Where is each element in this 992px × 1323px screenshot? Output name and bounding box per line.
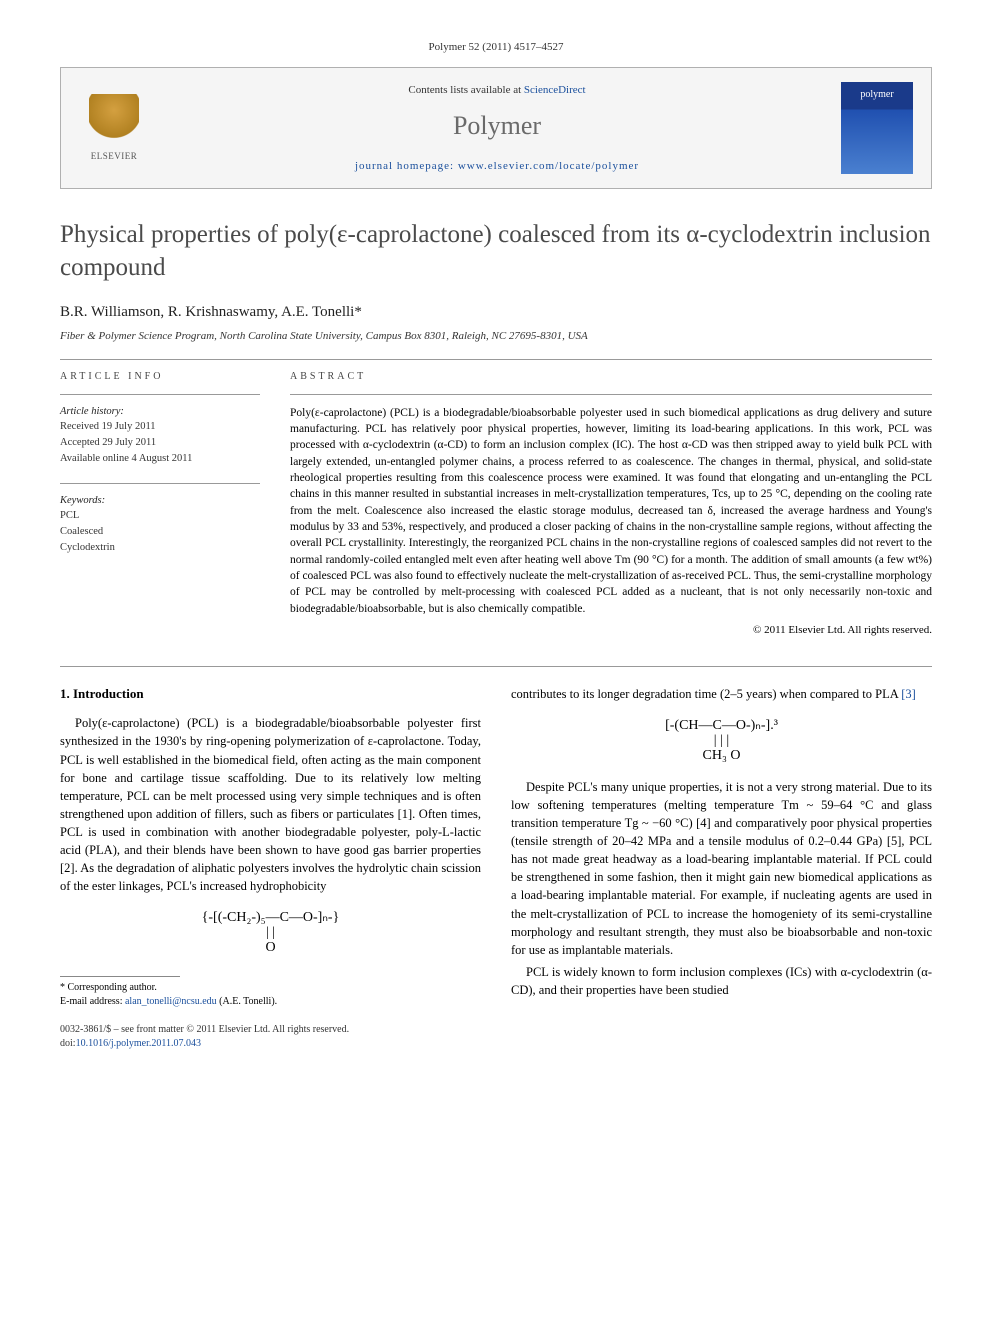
divider [60, 394, 260, 395]
elsevier-label: ELSEVIER [91, 150, 138, 163]
formula-line: O [60, 940, 481, 955]
citation-line: Polymer 52 (2011) 4517–4527 [60, 40, 932, 55]
chemical-formula-pcl: {-[(-CH₂-)₅—C—O-]ₙ-} | | O [60, 910, 481, 956]
contents-prefix: Contents lists available at [408, 84, 523, 96]
body-paragraph: Poly(ε-caprolactone) (PCL) is a biodegra… [60, 714, 481, 895]
journal-name: Polymer [165, 108, 829, 144]
online-date: Available online 4 August 2011 [60, 451, 260, 467]
affiliation: Fiber & Polymer Science Program, North C… [60, 329, 932, 344]
elsevier-logo[interactable]: ELSEVIER [79, 89, 149, 167]
divider [60, 359, 932, 360]
footnote-rule [60, 976, 180, 977]
divider [60, 666, 932, 667]
keyword: Coalesced [60, 524, 260, 540]
abstract-text: Poly(ε-caprolactone) (PCL) is a biodegra… [290, 405, 932, 617]
formula-line: CH₃ O [511, 748, 932, 763]
doi-label: doi: [60, 1038, 76, 1049]
formula-line: | | | [511, 733, 932, 748]
right-column: contributes to its longer degradation ti… [511, 685, 932, 1050]
article-info-heading: ARTICLE INFO [60, 370, 260, 384]
reference-link[interactable]: [3] [901, 687, 916, 701]
abstract-block: ABSTRACT Poly(ε-caprolactone) (PCL) is a… [290, 370, 932, 639]
corresponding-author-note: * Corresponding author. [60, 981, 481, 995]
sciencedirect-link[interactable]: ScienceDirect [524, 84, 586, 96]
history-label: Article history: [60, 405, 260, 420]
cover-label: polymer [841, 88, 913, 102]
homepage-url[interactable]: www.elsevier.com/locate/polymer [458, 160, 639, 172]
article-title: Physical properties of poly(ε-caprolacto… [60, 219, 932, 284]
accepted-date: Accepted 29 July 2011 [60, 435, 260, 451]
article-info-block: ARTICLE INFO Article history: Received 1… [60, 370, 260, 639]
footer-block: 0032-3861/$ – see front matter © 2011 El… [60, 1023, 481, 1051]
email-footnote: E-mail address: alan_tonelli@ncsu.edu (A… [60, 995, 481, 1009]
keyword: PCL [60, 508, 260, 524]
copyright-line: © 2011 Elsevier Ltd. All rights reserved… [290, 623, 932, 638]
doi-link[interactable]: 10.1016/j.polymer.2011.07.043 [76, 1038, 201, 1049]
journal-homepage[interactable]: journal homepage: www.elsevier.com/locat… [165, 159, 829, 174]
contents-available-line: Contents lists available at ScienceDirec… [165, 83, 829, 98]
section-heading: 1. Introduction [60, 685, 481, 704]
formula-line: {-[(-CH₂-)₅—C—O-]ₙ-} [60, 910, 481, 925]
email-label: E-mail address: [60, 996, 125, 1007]
divider [60, 483, 260, 484]
journal-cover-thumb[interactable]: polymer [841, 82, 913, 174]
body-paragraph: PCL is widely known to form inclusion co… [511, 963, 932, 999]
body-paragraph: contributes to its longer degradation ti… [511, 685, 932, 703]
received-date: Received 19 July 2011 [60, 419, 260, 435]
front-matter-line: 0032-3861/$ – see front matter © 2011 El… [60, 1023, 481, 1037]
email-suffix: (A.E. Tonelli). [217, 996, 278, 1007]
abstract-heading: ABSTRACT [290, 370, 932, 384]
elsevier-tree-icon [89, 94, 139, 148]
left-column: 1. Introduction Poly(ε-caprolactone) (PC… [60, 685, 481, 1050]
body-paragraph: Despite PCL's many unique properties, it… [511, 778, 932, 959]
journal-header: ELSEVIER Contents lists available at Sci… [60, 67, 932, 189]
keyword: Cyclodextrin [60, 540, 260, 556]
homepage-label: journal homepage: [355, 160, 458, 172]
keywords-label: Keywords: [60, 494, 260, 509]
chemical-formula-pla: [-(CH—C—O-)ₙ-].³ | | | CH₃ O [511, 718, 932, 764]
author-email-link[interactable]: alan_tonelli@ncsu.edu [125, 996, 217, 1007]
author-list: B.R. Williamson, R. Krishnaswamy, A.E. T… [60, 302, 932, 323]
paragraph-text: contributes to its longer degradation ti… [511, 687, 901, 701]
formula-line: | | [60, 925, 481, 940]
formula-line: [-(CH—C—O-)ₙ-].³ [511, 718, 932, 733]
divider [290, 394, 932, 395]
